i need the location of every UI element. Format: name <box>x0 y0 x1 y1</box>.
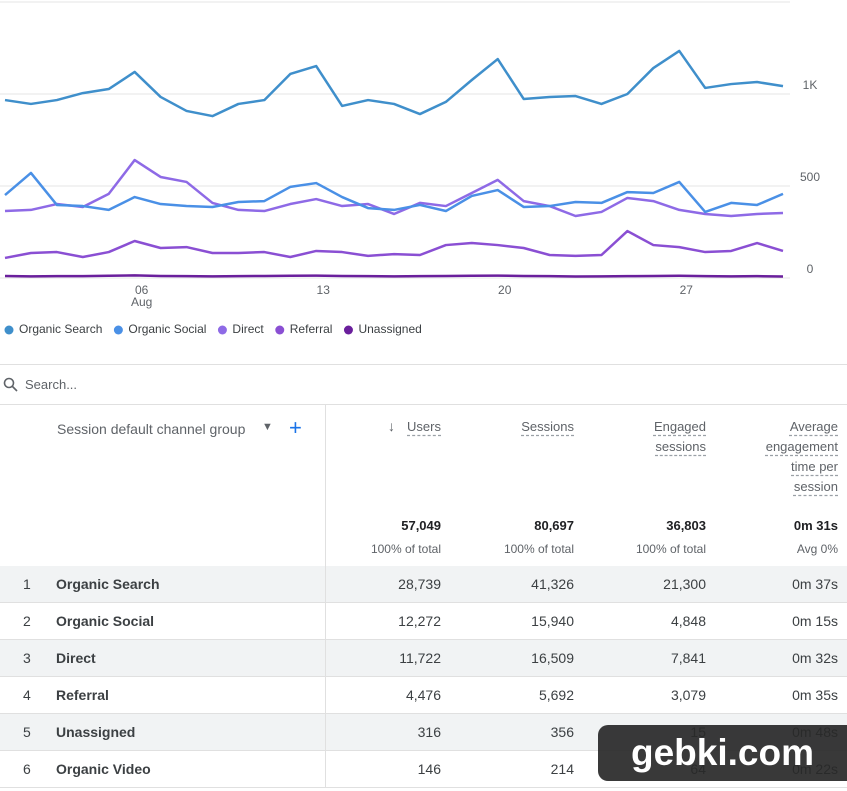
legend-label: Unassigned <box>358 322 421 336</box>
column-header-text[interactable]: Users <box>407 419 441 434</box>
column-header-text[interactable]: Engaged sessions <box>653 419 706 454</box>
column-header[interactable]: Users <box>381 417 441 437</box>
total-value: 57,049 <box>401 518 441 533</box>
row-value: 7,841 <box>670 650 706 666</box>
row-value: 16,509 <box>531 650 574 666</box>
y-tick-label: 0 <box>807 262 814 276</box>
row-index: 6 <box>23 761 31 777</box>
row-index: 1 <box>23 576 31 592</box>
row-name[interactable]: Unassigned <box>56 724 136 740</box>
total-value: 36,803 <box>666 518 706 533</box>
legend-label: Organic Search <box>19 322 102 336</box>
row-index: 3 <box>23 650 31 666</box>
search-icon <box>3 377 18 392</box>
watermark: gebki.com <box>631 732 814 773</box>
divider <box>0 404 847 405</box>
legend-label: Organic Social <box>128 322 206 336</box>
row-name[interactable]: Direct <box>56 650 96 666</box>
legend-marker <box>275 325 285 335</box>
row-index: 4 <box>23 687 31 703</box>
legend-label: Referral <box>290 322 333 336</box>
row-index: 5 <box>23 724 31 740</box>
row-value: 0m 32s <box>792 650 838 666</box>
row-name[interactable]: Organic Social <box>56 613 155 629</box>
row-name[interactable]: Organic Video <box>56 761 151 777</box>
row-value: 214 <box>550 761 574 777</box>
column-divider <box>325 405 326 788</box>
row-value: 41,326 <box>531 576 574 592</box>
series-line <box>4 158 784 218</box>
row-value: 12,272 <box>398 613 441 629</box>
total-note: 100% of total <box>635 542 706 556</box>
row-value: 4,476 <box>405 687 441 703</box>
row-value: 0m 35s <box>792 687 838 703</box>
row-value: 4,848 <box>670 613 706 629</box>
series-line <box>4 171 784 214</box>
sort-arrow: ↓ <box>388 418 395 434</box>
y-tick-label: 1K <box>803 78 818 92</box>
dropdown-icon[interactable]: ▼ <box>262 421 273 433</box>
row-name[interactable]: Referral <box>56 687 109 703</box>
series-line <box>4 49 784 118</box>
chart: 05001K1.5K06132027AugOrganic SearchOrgan… <box>0 0 822 336</box>
watermark-bg <box>598 725 847 781</box>
series-line <box>4 274 784 278</box>
x-tick-label: 06 <box>135 283 149 297</box>
row-value: 21,300 <box>663 576 706 592</box>
column-header[interactable]: Engaged sessions <box>636 417 706 457</box>
x-tick-label: 13 <box>317 283 331 297</box>
total-note: 100% of total <box>503 542 574 556</box>
column-header[interactable]: Average engagement time per session <box>748 417 838 497</box>
row-index: 2 <box>23 613 31 629</box>
row-value: 0m 15s <box>792 613 838 629</box>
divider <box>0 364 847 365</box>
x-tick-label: 27 <box>680 283 694 297</box>
total-note: Avg 0% <box>796 542 838 556</box>
dimension-header[interactable]: Session default channel group <box>57 421 246 437</box>
legend-marker <box>217 325 227 335</box>
row-value: 316 <box>417 724 441 740</box>
row-value: 3,079 <box>670 687 706 703</box>
row-value: 15,940 <box>531 613 574 629</box>
add-dimension[interactable]: + <box>289 415 302 440</box>
total-value: 0m 31s <box>793 518 838 533</box>
row-value: 356 <box>550 724 574 740</box>
row-value: 11,722 <box>399 650 441 666</box>
legend-label: Direct <box>232 322 264 336</box>
row-value: 0m 37s <box>792 576 838 592</box>
x-tick-label: 20 <box>498 283 512 297</box>
series-line <box>4 229 784 260</box>
search-input[interactable]: Search... <box>25 377 78 392</box>
legend-marker <box>343 325 353 335</box>
column-header-text[interactable]: Sessions <box>521 419 574 434</box>
row-name[interactable]: Organic Search <box>56 576 160 592</box>
legend-marker <box>113 325 123 335</box>
column-header[interactable]: Sessions <box>494 417 574 437</box>
x-month-label: Aug <box>131 295 152 309</box>
row-value: 146 <box>417 761 441 777</box>
total-note: 100% of total <box>370 542 441 556</box>
legend-marker <box>4 325 14 335</box>
y-tick-label: 500 <box>800 170 820 184</box>
total-value: 80,697 <box>534 518 574 533</box>
row-value: 28,739 <box>398 576 441 592</box>
column-header-text[interactable]: Average engagement time per session <box>765 419 838 494</box>
row-value: 5,692 <box>538 687 574 703</box>
